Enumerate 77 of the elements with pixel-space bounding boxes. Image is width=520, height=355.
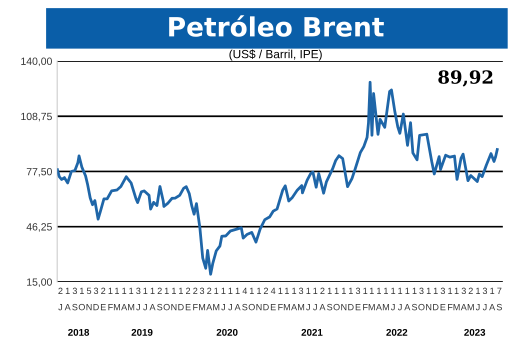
x-tick-label: 1 A — [376, 288, 382, 310]
x-tick-label: 1 J — [313, 288, 318, 310]
x-tick-label: 5 N — [86, 288, 92, 310]
x-tick-label: 2 M — [468, 288, 474, 310]
x-tick-label: 7 S — [496, 288, 502, 310]
x-tick-label: 3 J — [136, 288, 140, 310]
x-tick-label: 2 A — [206, 288, 212, 310]
x-tick-label: 1 N — [171, 288, 176, 310]
x-tick-label: 3 A — [460, 288, 467, 310]
x2-tick-label: 2023 — [464, 328, 486, 336]
x-tick-label: 2 F — [193, 288, 198, 310]
x-tick-label: 2 A — [319, 288, 326, 310]
x-tick-label: 2 E — [100, 288, 106, 310]
x-tick-label: 1 M — [454, 288, 460, 310]
chart-title: Petróleo Brent — [169, 15, 384, 37]
x-tick-label: 1 A — [291, 288, 298, 310]
y-tick-label: 46,25 — [26, 223, 52, 232]
x-tick-label: 1 O — [164, 288, 170, 310]
annotation: 89,92 — [438, 70, 492, 87]
x-tick-label: 3 S — [72, 288, 78, 310]
y-tick-label: 108,75 — [21, 112, 52, 122]
x-tick-label: 1 S — [327, 288, 332, 310]
x-tick-label: 1 J — [476, 288, 480, 310]
x-tick-label: 1 A — [121, 288, 128, 310]
x-tick-label: 1 F — [363, 288, 368, 310]
x-tick-label: 1 F — [108, 288, 113, 310]
x-tick-label: 3 E — [356, 288, 361, 310]
x-tick-label: 1 A — [234, 288, 241, 310]
x-tick-label: 1 F — [448, 288, 452, 310]
x-tick-label: 1 M — [368, 288, 375, 310]
x2-tick-label: 2018 — [68, 328, 90, 336]
x-tick-label: 1 S — [412, 288, 418, 310]
x-tick-label: 1 O — [334, 288, 340, 310]
x-tick-label: 1 D — [348, 288, 354, 310]
x-tick-label: 1 M — [284, 288, 290, 310]
x-tick-label: 1 A — [404, 288, 410, 310]
x-tick-label: 1 J — [398, 288, 402, 310]
y-tick-label: 140,00 — [21, 58, 52, 66]
x-tick-label: 1 O — [78, 288, 85, 310]
x-tick-label: 1 O — [248, 288, 255, 310]
x-tick-label: 2 E — [186, 288, 191, 310]
x-tick-label: 1 D — [433, 288, 438, 310]
x-tick-label: 1 D — [178, 288, 184, 310]
x-tick-label: 3 M — [298, 288, 304, 310]
x-tick-label: 1 N — [341, 288, 346, 310]
x-tick-label: 1 F — [278, 288, 283, 310]
x-tick-label: 1 J — [228, 288, 232, 310]
x-tick-label: 3 M — [199, 288, 206, 310]
x-tick-label: 1 A — [150, 288, 156, 310]
x-tick-label: 1 J — [143, 288, 148, 310]
x-tick-label: 1 M — [382, 288, 389, 310]
x-tick-label: 2 S — [157, 288, 162, 310]
x-tick-label: 2 D — [263, 288, 269, 310]
x-tick-label: 1 A — [64, 288, 71, 310]
x-tick-label: 1 J — [221, 288, 226, 310]
x-tick-label: 1 M — [128, 288, 134, 310]
x-tick-label: 3 E — [440, 288, 446, 310]
x-tick-label: 4 E — [270, 288, 276, 310]
x-tick-label: 1 M — [114, 288, 120, 310]
x-tick-label: 1 J — [306, 288, 310, 310]
x-tick-label: 1 N — [426, 288, 432, 310]
x2-tick-label: 2021 — [302, 328, 323, 336]
x2-tick-label: 2020 — [216, 328, 238, 336]
x2-tick-label: 2019 — [132, 328, 153, 336]
x-tick-label: 4 S — [242, 288, 248, 310]
x-tick-label: 2 J — [58, 288, 63, 310]
x-tick-label: 1 J — [391, 288, 396, 310]
y-tick-label: 77,50 — [26, 168, 52, 177]
x-tick-label: 3 O — [418, 288, 425, 310]
x-tick-label: 1 N — [256, 288, 262, 310]
x-tick-label: 1 A — [489, 288, 496, 310]
x-tick-label: 3 D — [94, 288, 99, 310]
x2-tick-label: 2022 — [386, 328, 408, 336]
x-tick-label: 3 J — [482, 288, 488, 310]
chart-subtitle: (US$ / Barril, IPE) — [229, 49, 322, 61]
x-tick-label: 1 M — [213, 288, 220, 310]
y-tick-label: 15,00 — [27, 278, 52, 287]
